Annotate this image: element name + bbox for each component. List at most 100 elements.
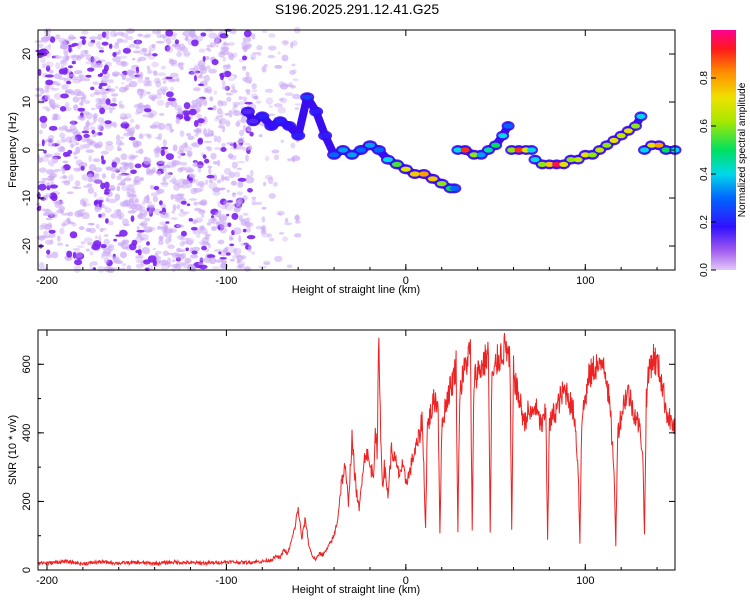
noise-point bbox=[139, 93, 143, 99]
noise-point bbox=[73, 265, 81, 273]
noise-point bbox=[214, 211, 222, 218]
noise-point bbox=[118, 100, 123, 106]
noise-point bbox=[180, 249, 186, 253]
noise-point bbox=[291, 40, 298, 47]
colorbar-tick-label: 0.4 bbox=[699, 167, 710, 181]
noise-point bbox=[158, 133, 162, 141]
noise-point bbox=[226, 189, 230, 193]
noise-point bbox=[116, 38, 124, 43]
noise-point bbox=[42, 194, 49, 201]
noise-point bbox=[102, 227, 107, 231]
noise-point bbox=[91, 261, 98, 266]
noise-point bbox=[128, 136, 136, 141]
noise-point bbox=[216, 179, 222, 184]
noise-point bbox=[143, 157, 152, 165]
noise-point bbox=[219, 50, 225, 55]
noise-point bbox=[116, 185, 121, 192]
noise-point bbox=[229, 234, 233, 241]
noise-point bbox=[131, 201, 136, 204]
noise-point bbox=[215, 44, 219, 48]
noise-point bbox=[180, 208, 184, 213]
noise-point bbox=[212, 105, 217, 111]
y-tick-label: 0 bbox=[21, 567, 33, 573]
noise-point bbox=[50, 162, 54, 167]
noise-point bbox=[197, 228, 202, 235]
noise-point bbox=[165, 221, 170, 224]
noise-point bbox=[268, 193, 276, 199]
noise-point bbox=[127, 185, 136, 192]
noise-point bbox=[110, 213, 119, 219]
noise-point bbox=[250, 169, 254, 177]
noise-point bbox=[165, 232, 173, 238]
noise-point bbox=[88, 164, 97, 172]
track-point bbox=[257, 113, 268, 119]
noise-point bbox=[98, 46, 105, 51]
noise-point bbox=[291, 63, 296, 67]
heatmap-y-ticks: -20 -10 0 10 20 bbox=[21, 48, 675, 254]
noise-point bbox=[45, 138, 54, 143]
noise-point bbox=[126, 69, 135, 77]
noise-point bbox=[74, 259, 83, 266]
noise-point bbox=[237, 181, 244, 188]
noise-point bbox=[50, 181, 54, 185]
noise-point bbox=[147, 265, 154, 270]
noise-point bbox=[219, 257, 227, 260]
noise-point bbox=[197, 60, 206, 68]
noise-point bbox=[139, 71, 144, 80]
noise-point bbox=[37, 157, 43, 163]
noise-point bbox=[186, 132, 192, 137]
noise-point bbox=[146, 91, 151, 95]
noise-point bbox=[46, 178, 55, 182]
noise-point bbox=[68, 36, 77, 40]
noise-point bbox=[91, 107, 96, 111]
noise-point bbox=[90, 86, 95, 91]
noise-point bbox=[95, 62, 103, 68]
noise-point bbox=[46, 249, 51, 255]
noise-point bbox=[74, 142, 80, 146]
noise-point bbox=[137, 78, 144, 84]
noise-point bbox=[115, 86, 119, 89]
noise-point bbox=[269, 237, 275, 242]
noise-point bbox=[101, 75, 109, 84]
noise-point bbox=[83, 133, 90, 138]
colorbar-ticks: 0.0 0.2 0.4 0.6 0.8 bbox=[699, 71, 716, 277]
noise-point bbox=[250, 53, 257, 60]
noise-point bbox=[240, 96, 248, 100]
noise-point bbox=[174, 39, 179, 45]
noise-points bbox=[34, 26, 302, 273]
noise-point bbox=[109, 103, 118, 107]
noise-point bbox=[69, 120, 78, 125]
noise-point bbox=[214, 259, 224, 263]
noise-point bbox=[60, 93, 69, 99]
noise-point bbox=[232, 52, 238, 58]
noise-point bbox=[135, 150, 140, 154]
noise-point bbox=[229, 243, 235, 247]
noise-point bbox=[199, 257, 205, 261]
noise-point bbox=[224, 112, 230, 116]
noise-point bbox=[214, 147, 222, 150]
noise-point bbox=[92, 158, 101, 163]
noise-point bbox=[142, 34, 151, 39]
noise-point bbox=[172, 259, 176, 263]
noise-point bbox=[49, 184, 59, 189]
noise-point bbox=[129, 43, 136, 48]
noise-point bbox=[235, 199, 242, 207]
noise-point bbox=[153, 208, 162, 215]
noise-point bbox=[162, 88, 166, 96]
noise-point bbox=[252, 95, 258, 100]
noise-point bbox=[156, 170, 162, 176]
noise-point bbox=[74, 180, 81, 187]
noise-point bbox=[271, 149, 280, 154]
noise-point bbox=[291, 155, 301, 162]
noise-point bbox=[164, 45, 171, 52]
noise-point bbox=[111, 71, 121, 77]
track-point bbox=[391, 161, 402, 167]
noise-point bbox=[156, 188, 165, 194]
noise-point bbox=[165, 237, 170, 245]
noise-point bbox=[235, 205, 243, 210]
noise-point bbox=[43, 208, 52, 213]
noise-point bbox=[181, 200, 187, 205]
noise-point bbox=[208, 68, 218, 74]
noise-point bbox=[180, 184, 189, 189]
noise-point bbox=[226, 142, 235, 145]
